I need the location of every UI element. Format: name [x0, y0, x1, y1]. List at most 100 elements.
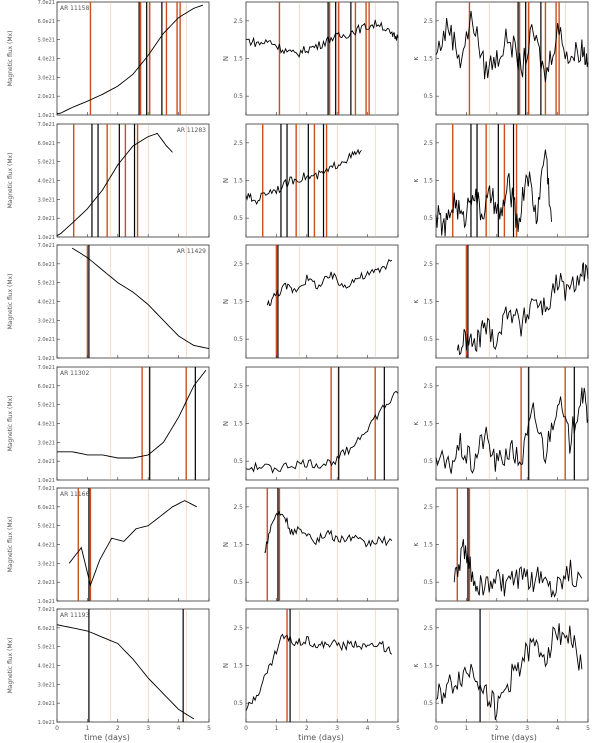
y-tick-label-r5c1-2: 2.5 — [233, 625, 243, 632]
series-line-r4c0 — [68, 500, 198, 587]
y-tick-label-r3c0-6: 7.0e21 — [38, 365, 55, 371]
panel-label-r5c0: AR 11193 — [60, 612, 89, 619]
y-tick-label-r5c2-2: 2.5 — [423, 625, 433, 632]
y-axis-label-r1c2: κ — [412, 178, 420, 182]
y-tick-label-r2c0-5: 6.0e21 — [38, 262, 55, 268]
y-tick-label-r4c0-5: 6.0e21 — [38, 505, 55, 511]
y-axis-label-r1c1: N — [222, 178, 230, 183]
y-tick-label-r2c0-1: 2.0e21 — [38, 337, 55, 343]
y-tick-label-r5c0-2: 3.0e21 — [38, 682, 55, 688]
y-tick-label-r3c1-1: 1.5 — [233, 421, 243, 428]
x-tick-label-r5c0-1: 1 — [85, 725, 89, 732]
y-tick-label-r1c1-1: 1.5 — [233, 178, 243, 185]
y-tick-label-r3c1-0: 0.5 — [233, 458, 243, 465]
y-axis-label-r3c2: κ — [412, 421, 420, 425]
x-tick-label-r5c0-4: 4 — [177, 725, 181, 732]
y-tick-label-r0c2-2: 2.5 — [423, 18, 433, 25]
y-axis-label-r4c0: Magnetic flux (Mx) — [7, 517, 14, 573]
y-tick-label-r2c2-1: 1.5 — [423, 299, 433, 306]
x-tick-label-r5c1-1: 1 — [274, 725, 278, 732]
x-tick-label-r5c0-3: 3 — [146, 725, 150, 732]
y-tick-label-r4c1-0: 0.5 — [233, 579, 243, 586]
y-tick-label-r2c0-6: 7.0e21 — [38, 243, 55, 249]
y-tick-label-r3c0-2: 3.0e21 — [38, 440, 55, 446]
series-line-r2c0 — [71, 247, 210, 350]
x-tick-label-r5c1-3: 3 — [335, 725, 339, 732]
x-tick-label-r5c2-3: 3 — [525, 725, 529, 732]
y-axis-label-r2c0: Magnetic flux (Mx) — [7, 274, 14, 330]
y-tick-label-r3c0-0: 1.0e21 — [38, 478, 55, 484]
y-tick-label-r2c0-0: 1.0e21 — [38, 356, 55, 362]
y-axis-label-r5c1: N — [222, 663, 230, 668]
y-tick-label-r1c2-2: 2.5 — [423, 140, 433, 147]
y-tick-label-r4c1-1: 1.5 — [233, 542, 243, 549]
y-tick-label-r5c0-3: 4.0e21 — [38, 664, 55, 670]
series-line-r3c0 — [57, 369, 207, 459]
y-tick-label-r1c2-0: 0.5 — [423, 215, 433, 222]
panel-label-r2c0: AR 11429 — [177, 248, 206, 255]
y-tick-label-r4c0-6: 7.0e21 — [38, 486, 55, 492]
y-tick-label-r1c0-6: 7.0e21 — [38, 122, 55, 128]
y-tick-label-r2c2-0: 0.5 — [423, 336, 433, 343]
y-tick-label-r5c0-0: 1.0e21 — [38, 720, 55, 726]
y-tick-label-r0c0-1: 2.0e21 — [38, 94, 55, 100]
y-tick-label-r4c0-0: 1.0e21 — [38, 599, 55, 605]
x-tick-label-r5c1-2: 2 — [305, 725, 309, 732]
y-axis-label-r5c0: Magnetic flux (Mx) — [7, 638, 14, 694]
x-tick-label-r5c2-1: 1 — [464, 725, 468, 732]
y-axis-label-r2c2: κ — [412, 299, 420, 303]
y-tick-label-r4c2-0: 0.5 — [423, 579, 433, 586]
y-tick-label-r1c0-1: 2.0e21 — [38, 216, 55, 222]
y-tick-label-r4c0-3: 4.0e21 — [38, 543, 55, 549]
y-tick-label-r0c0-4: 5.0e21 — [38, 38, 55, 44]
y-axis-label-r2c1: N — [222, 299, 230, 304]
panel-label-r3c0: AR 11302 — [60, 370, 89, 377]
series-line-r2c1 — [266, 258, 393, 307]
y-tick-label-r5c0-5: 6.0e21 — [38, 626, 55, 632]
y-tick-label-r3c1-2: 2.5 — [233, 383, 243, 390]
y-tick-label-r3c0-5: 6.0e21 — [38, 384, 55, 390]
x-axis-label-col-1: time (days) — [298, 733, 344, 742]
x-tick-label-r5c2-4: 4 — [556, 725, 560, 732]
series-line-r5c0 — [56, 624, 195, 720]
y-tick-label-r1c0-2: 3.0e21 — [38, 197, 55, 203]
y-tick-label-r5c2-0: 0.5 — [423, 700, 433, 707]
series-line-r5c1 — [245, 633, 393, 711]
y-tick-label-r3c2-1: 1.5 — [423, 421, 433, 428]
x-tick-label-r5c1-0: 0 — [244, 725, 248, 732]
y-tick-label-r4c2-1: 1.5 — [423, 542, 433, 549]
x-tick-label-r5c2-0: 0 — [434, 725, 438, 732]
series-line-r1c2 — [435, 149, 552, 237]
y-tick-label-r0c0-6: 7.0e21 — [38, 0, 55, 6]
y-axis-label-r4c2: κ — [412, 542, 420, 546]
y-tick-label-r4c0-2: 3.0e21 — [38, 561, 55, 567]
y-tick-label-r1c0-5: 6.0e21 — [38, 141, 55, 147]
x-tick-label-r5c1-4: 4 — [366, 725, 370, 732]
y-tick-label-r1c0-3: 4.0e21 — [38, 179, 55, 185]
y-tick-label-r5c1-1: 1.5 — [233, 663, 243, 670]
y-tick-label-r2c1-2: 2.5 — [233, 261, 243, 268]
y-tick-label-r3c0-1: 2.0e21 — [38, 459, 55, 465]
series-line-r1c1 — [245, 148, 362, 205]
y-axis-label-r0c2: κ — [412, 56, 420, 60]
y-axis-label-r3c1: N — [222, 421, 230, 426]
series-line-r4c2 — [453, 539, 583, 598]
series-line-r2c2 — [456, 262, 589, 356]
x-axis-label-col-0: time (days) — [84, 733, 130, 742]
y-tick-label-r0c0-5: 6.0e21 — [38, 19, 55, 25]
y-tick-label-r5c0-6: 7.0e21 — [38, 607, 55, 613]
panel-label-r1c0: AR 11283 — [177, 127, 206, 134]
y-tick-label-r0c0-0: 1.0e21 — [38, 113, 55, 119]
y-tick-label-r2c2-2: 2.5 — [423, 261, 433, 268]
y-tick-label-r2c1-0: 0.5 — [233, 336, 243, 343]
y-tick-label-r0c2-1: 1.5 — [423, 56, 433, 63]
y-tick-label-r4c2-2: 2.5 — [423, 504, 433, 511]
series-line-r0c0 — [56, 4, 204, 115]
series-line-r3c2 — [435, 387, 589, 474]
y-axis-label-r5c2: κ — [412, 663, 420, 667]
y-tick-label-r5c2-1: 1.5 — [423, 663, 433, 670]
y-tick-label-r1c2-1: 1.5 — [423, 178, 433, 185]
x-tick-label-r5c1-5: 5 — [396, 725, 400, 732]
series-line-r3c1 — [245, 390, 399, 474]
series-line-r4c1 — [264, 510, 393, 553]
